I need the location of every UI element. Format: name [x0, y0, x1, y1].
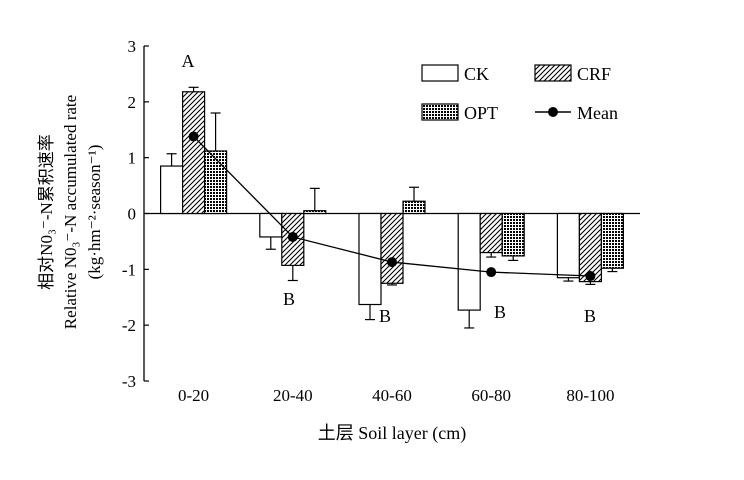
y-tick-label: 0: [128, 205, 137, 224]
x-axis-title: 土层 Soil layer (cm): [318, 423, 466, 444]
bar-ck: [556, 212, 581, 279]
x-tick-label: 60-80: [471, 386, 511, 405]
significance-letter: B: [283, 289, 295, 309]
x-tick-label: 80-100: [566, 386, 614, 405]
mean-marker: [585, 271, 596, 282]
y-axis-title-line: (kg·hm⁻²·season⁻¹): [85, 145, 104, 280]
bar-opt: [204, 150, 228, 215]
y-tick-label: -1: [122, 260, 136, 279]
bars: [160, 86, 625, 329]
mean-marker: [188, 131, 199, 142]
significance-letter: B: [584, 306, 596, 326]
bar-ck: [457, 212, 481, 311]
significance-letter: B: [494, 302, 506, 322]
y-tick-label: 2: [128, 93, 137, 112]
legend-label: CRF: [577, 64, 611, 84]
bar-opt: [303, 210, 327, 215]
legend-swatch-opt: [421, 103, 459, 121]
legend-label: CK: [464, 64, 489, 84]
bar-ck: [160, 165, 184, 215]
bar-opt: [600, 212, 625, 269]
bar-opt: [501, 212, 525, 257]
bar-ck: [259, 212, 283, 238]
legend-swatch-crf: [534, 64, 572, 82]
x-tick-label: 0-20: [178, 386, 209, 405]
bar-crf: [479, 212, 503, 254]
legend-swatch-mean-marker: [548, 107, 558, 117]
legend: CK CRF OPT Mean: [421, 64, 618, 123]
legend-label: Mean: [577, 103, 618, 123]
y-tick-label: -3: [122, 372, 136, 391]
mean-marker: [486, 267, 497, 278]
y-tick-label: 1: [128, 149, 137, 168]
bar-crf: [380, 212, 404, 284]
legend-swatch-ck: [421, 64, 459, 82]
y-tick-label: 3: [128, 37, 137, 56]
mean-marker: [287, 231, 298, 242]
y-tick-label: -2: [122, 316, 136, 335]
y-axis-title-line: Relative N0₃⁻-N accumulated rate: [61, 95, 80, 329]
significance-letter: B: [379, 306, 391, 326]
labels: 3 2 1 0 -1 -2 -3 0-20 20-40 40-60 60-80 80-100 A B B B B…: [37, 37, 614, 444]
significance-letter: A: [182, 51, 195, 71]
bar-crf: [182, 91, 206, 215]
y-axis-title-line: 相对N0₃⁻-N累积速率: [37, 134, 56, 290]
mean-marker: [387, 257, 397, 268]
x-tick-label: 40-60: [372, 386, 412, 405]
bar-opt: [402, 200, 426, 215]
x-tick-label: 20-40: [273, 386, 313, 405]
mean-series: [188, 131, 596, 282]
legend-label: OPT: [464, 103, 498, 123]
